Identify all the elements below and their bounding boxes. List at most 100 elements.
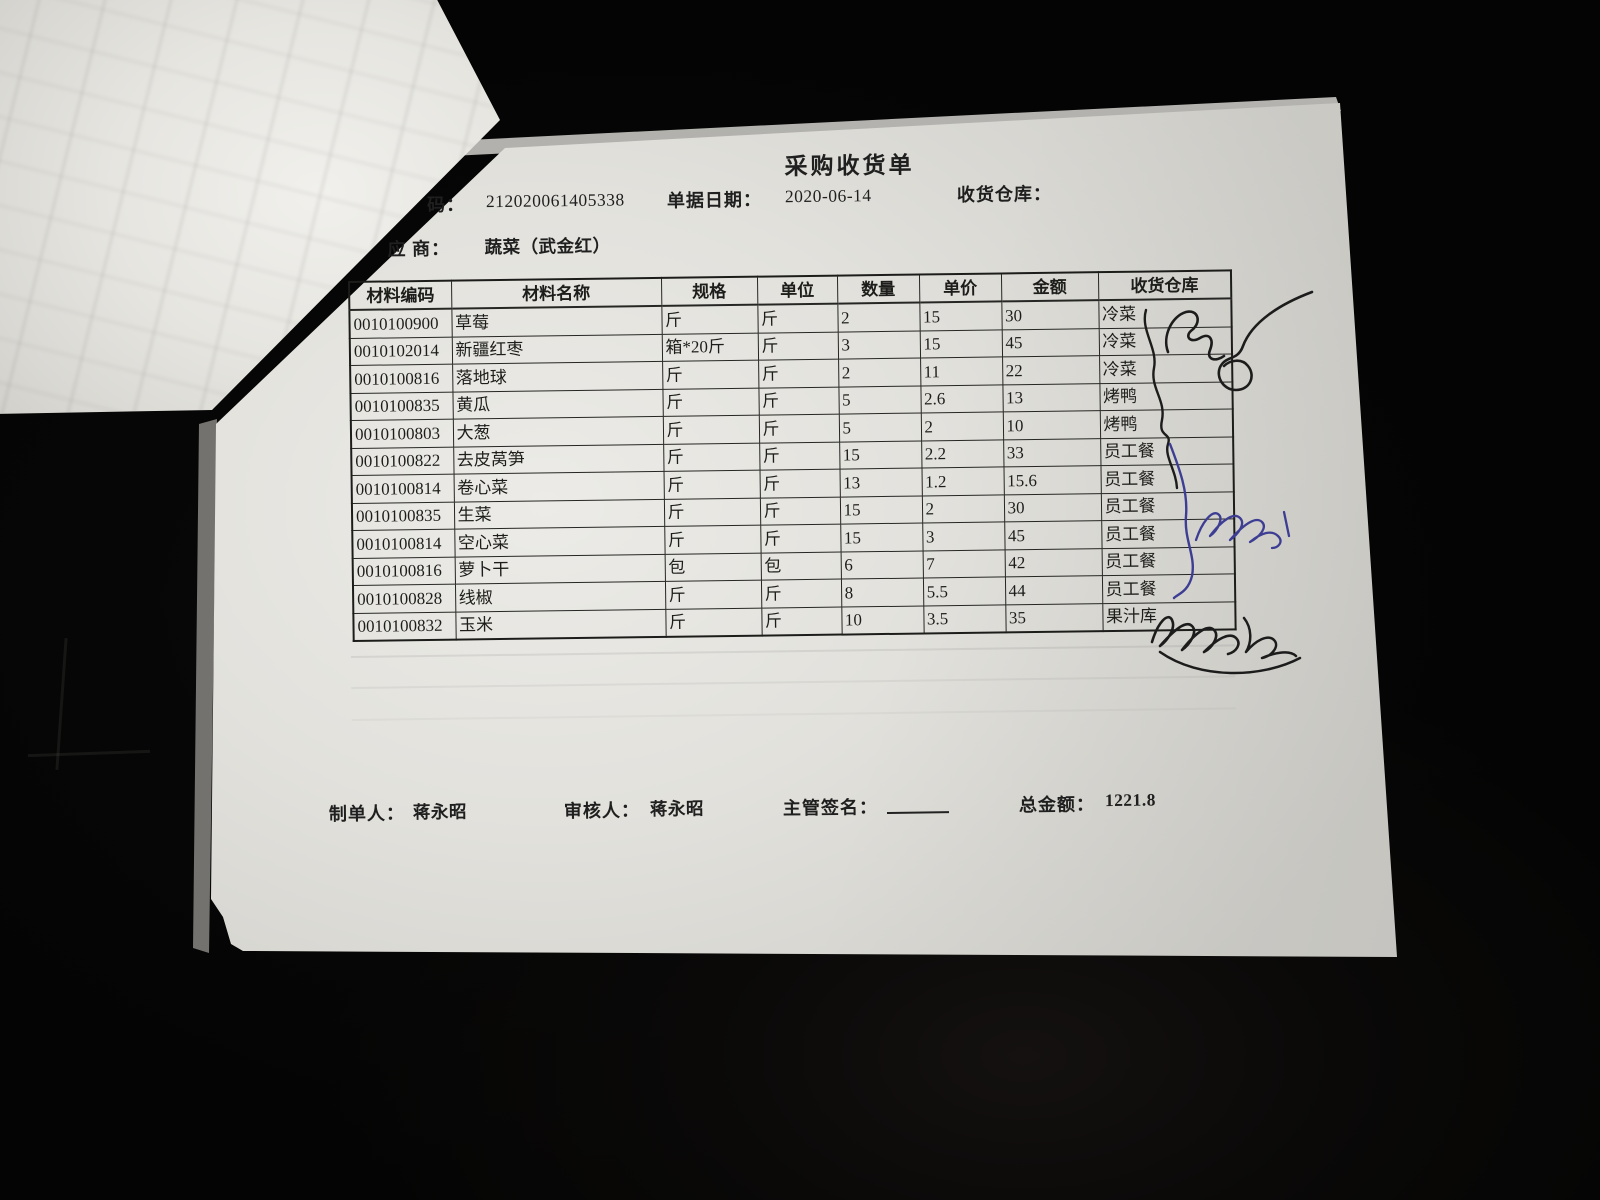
- cell-spec: 斤: [663, 442, 760, 472]
- cell-spec: 斤: [664, 525, 761, 554]
- cell-qty: 15: [839, 495, 923, 525]
- cell-code: 0010100803: [350, 419, 454, 448]
- col-header-qty: 数量: [836, 274, 920, 304]
- cell-unit: 斤: [757, 303, 838, 333]
- cell-spec: 斤: [662, 415, 760, 444]
- cell-unit: 斤: [758, 386, 839, 416]
- cell-amount: 15.6: [1003, 465, 1101, 495]
- cell-qty: 15: [839, 440, 922, 470]
- cell-price: 15: [919, 301, 1002, 331]
- cell-name: 落地球: [452, 361, 663, 392]
- cell-qty: 5: [838, 413, 922, 442]
- cell-unit: 斤: [758, 414, 840, 443]
- manager-sign-underline: [886, 792, 950, 814]
- cell-code: 0010100828: [352, 584, 456, 613]
- cell-unit: 斤: [757, 331, 839, 361]
- impression-line: [351, 707, 1236, 721]
- manager-sign-label: 主管签名：: [782, 797, 879, 819]
- cell-spec: 斤: [662, 387, 759, 417]
- cell-qty: 13: [839, 468, 922, 497]
- cell-spec: 斤: [662, 360, 759, 389]
- cell-qty: 3: [837, 330, 921, 360]
- col-header-amount: 金额: [1000, 272, 1099, 302]
- cell-amount: 45: [1001, 328, 1100, 357]
- cell-unit: 斤: [759, 496, 841, 526]
- cell-price: 2: [921, 494, 1005, 524]
- cell-unit: 斤: [758, 359, 839, 388]
- cell-code: 0010100816: [352, 556, 455, 586]
- cell-unit: 斤: [759, 441, 840, 471]
- cell-qty: 10: [841, 605, 924, 635]
- doc-title: 采购收货单: [784, 152, 915, 180]
- cell-warehouse: 员工餐: [1100, 436, 1234, 466]
- cell-warehouse: 冷菜: [1099, 353, 1233, 384]
- cell-warehouse: 果汁库: [1102, 601, 1236, 632]
- cell-qty: 2: [837, 302, 920, 332]
- cell-name: 线椒: [454, 581, 666, 612]
- cell-qty: 8: [840, 577, 924, 607]
- cell-name: 草莓: [451, 305, 662, 337]
- cell-unit: 斤: [761, 606, 842, 636]
- cell-price: 2.6: [920, 384, 1003, 414]
- cell-spec: 斤: [664, 580, 762, 609]
- col-header-name: 材料名称: [451, 277, 662, 309]
- cell-qty: 6: [840, 550, 923, 580]
- cell-qty: 2: [838, 358, 921, 387]
- cell-price: 3.5: [923, 604, 1006, 634]
- cell-spec: 斤: [663, 497, 761, 527]
- cell-amount: 10: [1002, 410, 1101, 440]
- col-header-code: 材料编码: [349, 280, 452, 310]
- doc-date-value: 2020-06-14: [784, 185, 872, 207]
- reviewer-name: 蒋永昭: [649, 798, 705, 820]
- cell-code: 0010102014: [349, 336, 453, 366]
- cell-spec: 斤: [665, 607, 762, 637]
- cell-price: 2.2: [921, 439, 1004, 469]
- cell-price: 11: [920, 356, 1003, 386]
- cell-amount: 45: [1004, 520, 1102, 550]
- cell-name: 大葱: [452, 416, 664, 447]
- cell-price: 15: [919, 329, 1003, 359]
- total-value: 1221.8: [1104, 789, 1157, 811]
- cell-code: 0010100900: [349, 308, 452, 338]
- cell-qty: 15: [840, 523, 923, 552]
- cell-amount: 44: [1004, 575, 1103, 605]
- items-table-body: 0010100900 草莓斤斤 2 15 30 冷菜 0010102014 新疆红枣 箱*20斤…: [349, 298, 1236, 641]
- maker-name: 蒋永昭: [412, 801, 468, 823]
- cell-code: 0010100822: [351, 446, 454, 476]
- cell-amount: 22: [1002, 355, 1100, 385]
- cell-unit: 斤: [759, 469, 840, 498]
- items-table: 材料编码 材料名称 规格 单位 数量 单价 金额 收货仓库 0010100900…: [348, 269, 1237, 642]
- cell-warehouse: 员工餐: [1101, 518, 1235, 549]
- cell-warehouse: 烤鸭: [1099, 381, 1233, 411]
- cell-spec: 包: [664, 552, 761, 582]
- supplier-label: 应 商：: [387, 238, 451, 260]
- cell-price: 3: [922, 521, 1005, 551]
- cell-amount: 30: [1001, 300, 1099, 330]
- col-header-warehouse: 收货仓库: [1097, 270, 1232, 301]
- doc-no-value: 212020061405338: [485, 189, 625, 212]
- cell-name: 玉米: [455, 608, 666, 640]
- cell-name: 萝卜干: [454, 553, 665, 585]
- cell-name: 去皮莴笋: [453, 443, 664, 475]
- warehouse-field-label: 收货仓库：: [956, 183, 1053, 206]
- doc-no-label: 码：: [426, 194, 466, 215]
- impression-line: [351, 675, 1236, 689]
- cell-name: 卷心菜: [453, 471, 664, 502]
- cell-warehouse: 员工餐: [1100, 463, 1234, 494]
- cell-warehouse: 员工餐: [1100, 491, 1235, 521]
- cell-name: 生菜: [453, 498, 665, 530]
- cell-warehouse: 烤鸭: [1099, 408, 1234, 439]
- cell-unit: 斤: [760, 524, 841, 553]
- cell-amount: 30: [1003, 493, 1102, 522]
- cell-spec: 箱*20斤: [661, 332, 759, 362]
- cell-price: 2: [920, 411, 1004, 441]
- cell-qty: 5: [838, 385, 921, 415]
- impression-line: [350, 644, 1235, 658]
- col-header-price: 单价: [918, 273, 1002, 303]
- cell-code: 0010100814: [351, 474, 454, 503]
- cell-warehouse: 冷菜: [1098, 298, 1232, 329]
- cell-code: 0010100814: [352, 529, 455, 558]
- doc-date-label: 单据日期：: [666, 189, 763, 211]
- cell-warehouse: 员工餐: [1101, 573, 1236, 604]
